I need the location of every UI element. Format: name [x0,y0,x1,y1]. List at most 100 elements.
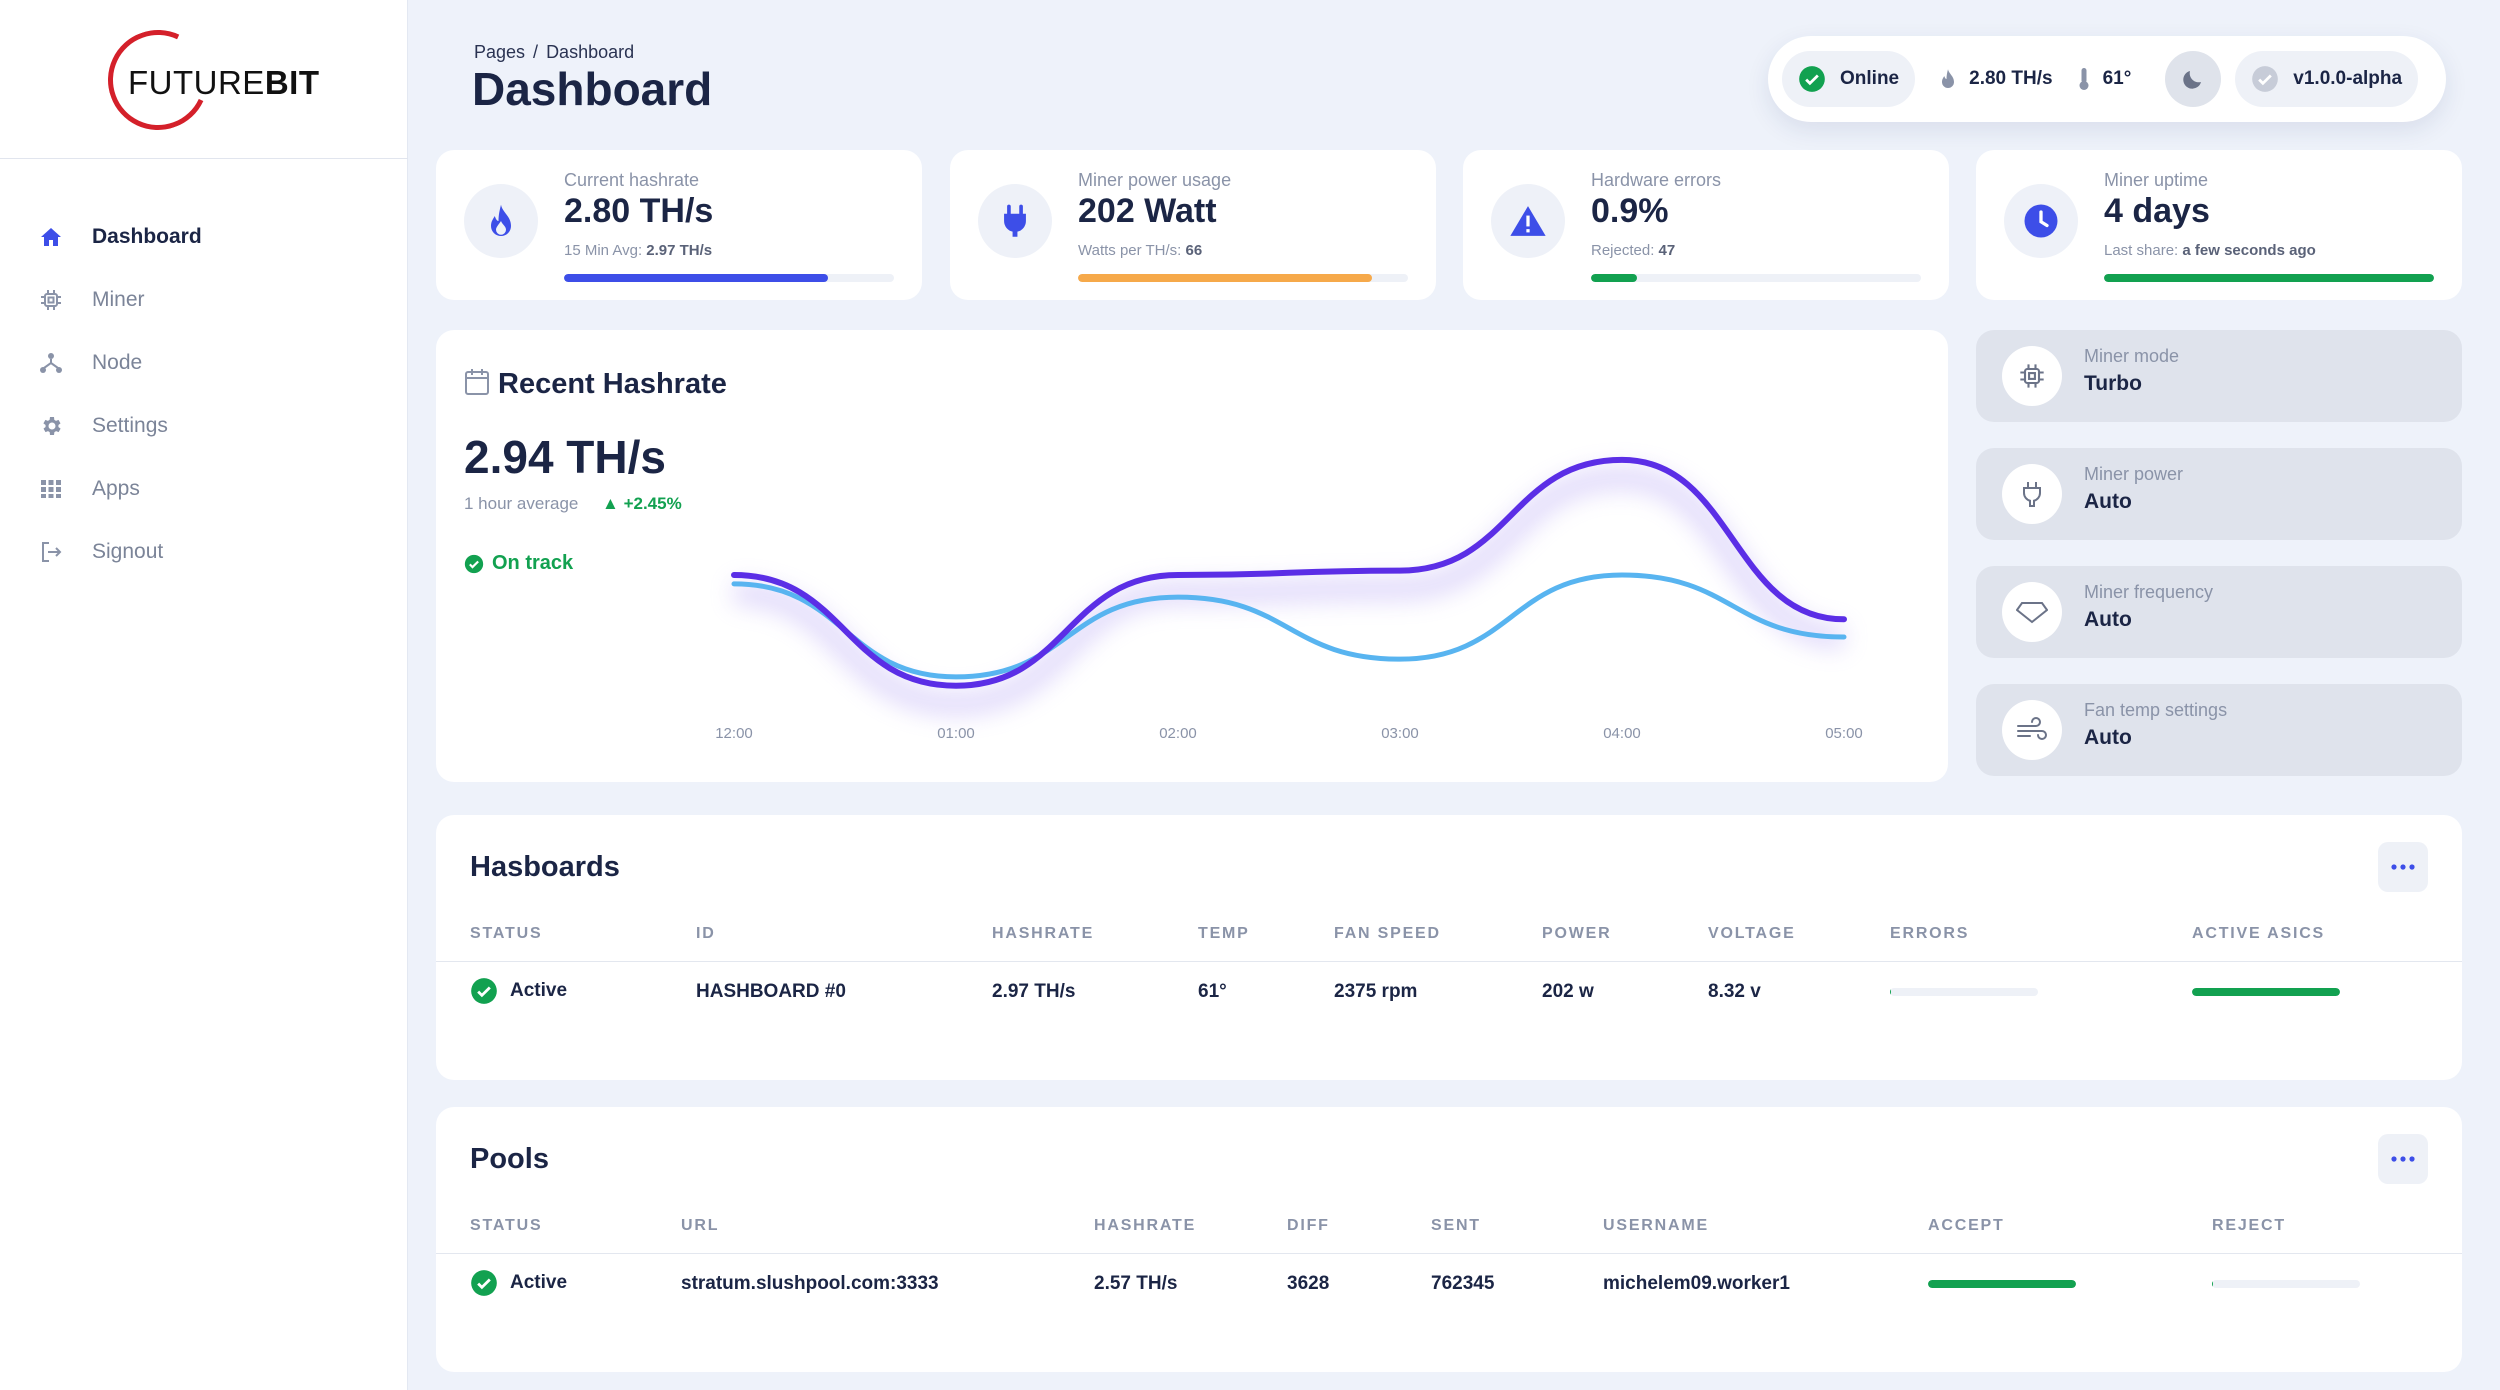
sidebar-item-label: Signout [92,539,164,563]
check-circle-icon [470,977,498,1005]
sidebar-item-label: Miner [92,287,145,311]
logo-text: FUTUREBIT [128,64,320,101]
diff-cell: 3628 [1287,1273,1330,1294]
column-header: DIFF [1287,1217,1330,1234]
mode-label: Fan temp settings [2084,700,2228,720]
sidebar-item-label: Apps [92,476,140,500]
temperature-label: 61° [2102,68,2132,89]
sidebar: FUTUREBIT Dashboard Miner Node Settings [0,0,408,1390]
stat-value: 202 Watt [1078,192,1217,230]
moon-icon [2181,67,2205,91]
column-header: URL [681,1217,720,1234]
futurebit-logo[interactable]: FUTUREBIT [93,15,328,145]
stat-label: Hardware errors [1591,170,1722,190]
version-label: v1.0.0-alpha [2293,68,2403,89]
flame-icon [1939,68,1957,90]
miner-power-card[interactable]: Miner power Auto [1976,448,2462,540]
mode-value: Auto [2084,726,2132,749]
stat-progress-bar [1078,274,1408,282]
sidebar-nav: Dashboard Miner Node Settings Apps [38,205,202,583]
sidebar-item-dashboard[interactable]: Dashboard [38,205,202,268]
breadcrumb-separator: / [533,42,539,62]
stat-sub: Rejected: 47 [1591,242,1676,259]
stat-value: 4 days [2104,192,2210,230]
accept-bar-fill [1928,1280,2076,1288]
stat-sub: 15 Min Avg: 2.97 TH/s [564,242,713,259]
dark-mode-toggle[interactable] [2165,51,2222,107]
errors-bar [1890,988,2038,996]
chart-delta: ▲ +2.45% [602,494,682,513]
miner-mode-card[interactable]: Miner mode Turbo [1976,330,2462,422]
chart-average-label: 1 hour average [464,494,579,513]
online-label: Online [1840,68,1900,89]
stat-label: Miner uptime [2104,170,2209,190]
check-circle-icon [464,554,484,574]
table-divider [436,1253,2462,1254]
mode-label: Miner frequency [2084,582,2214,602]
more-icon [2391,1156,2415,1162]
hashboards-menu-button[interactable] [2378,842,2428,892]
sidebar-item-label: Dashboard [92,224,202,248]
check-circle-icon [1798,65,1826,93]
fan-temp-settings-card[interactable]: Fan temp settings Auto [1976,684,2462,776]
sidebar-item-settings[interactable]: Settings [38,394,202,457]
hashboards-card: Hasboards STATUS ID HASHRATE TEMP FAN SP… [436,815,2462,1080]
hashrate-cell: 2.57 TH/s [1094,1273,1178,1294]
pools-card: Pools STATUS URL HASHRATE DIFF SENT USER… [436,1107,2462,1372]
sidebar-item-miner[interactable]: Miner [38,268,202,331]
node-icon [38,350,64,376]
more-icon [2391,864,2415,870]
mode-value: Auto [2084,490,2132,513]
sidebar-item-apps[interactable]: Apps [38,457,202,520]
column-header: ERRORS [1890,925,1970,942]
x-tick-label: 04:00 [1603,725,1641,742]
diamond-icon [2002,582,2062,642]
column-header: HASHRATE [992,925,1095,942]
hashrate-chip: 2.80 TH/s [1939,68,2053,90]
signout-icon [38,539,64,565]
mode-label: Miner mode [2084,346,2180,366]
stat-progress-fill [564,274,828,282]
sidebar-item-signout[interactable]: Signout [38,520,202,583]
table-divider [436,961,2462,962]
on-track-label: On track [492,552,574,574]
column-header: TEMP [1198,925,1250,942]
pools-menu-button[interactable] [2378,1134,2428,1184]
miner-frequency-card[interactable]: Miner frequency Auto [1976,566,2462,658]
breadcrumb-parent[interactable]: Pages [474,42,526,62]
id-cell: HASHBOARD #0 [696,981,846,1002]
version-chip[interactable]: v1.0.0-alpha [2235,51,2419,107]
chip-icon [2002,346,2062,406]
x-tick-label: 02:00 [1159,725,1197,742]
sidebar-item-node[interactable]: Node [38,331,202,394]
pools-title: Pools [470,1143,549,1175]
stat-card-uptime: Miner uptime 4 days Last share: a few se… [1976,150,2462,300]
thermometer-icon [2077,67,2091,91]
chart-average-value: 2.94 TH/s [464,431,666,483]
series-shadow [733,466,1845,715]
hashboards-title: Hasboards [470,851,620,883]
stat-sub: Last share: a few seconds ago [2104,242,2316,259]
column-header: STATUS [470,925,543,942]
column-header: VOLTAGE [1708,925,1796,942]
chip-icon [38,287,64,313]
stat-value: 2.80 TH/s [564,192,714,230]
on-track-status: On track [464,552,573,575]
breadcrumb: Pages / Dashboard [474,42,634,63]
column-header: FAN SPEED [1334,925,1441,942]
stat-progress-fill [2104,274,2434,282]
url-cell: stratum.slushpool.com:3333 [681,1273,939,1294]
stat-card-errors: Hardware errors 0.9% Rejected: 47 [1463,150,1949,300]
voltage-cell: 8.32 v [1708,981,1761,1002]
sent-cell: 762345 [1431,1273,1495,1294]
status-cell: Active [470,1269,567,1297]
column-header: ACTIVE ASICS [2192,925,2326,942]
online-status-chip[interactable]: Online [1782,51,1916,107]
hashrate-label: 2.80 TH/s [1969,68,2053,89]
plug-icon [2002,464,2062,524]
x-tick-label: 12:00 [715,725,753,742]
hashrate-cell: 2.97 TH/s [992,981,1076,1002]
errors-bar-fill [1890,988,1892,996]
series-line-1 [731,456,1847,689]
sidebar-item-label: Settings [92,413,168,437]
